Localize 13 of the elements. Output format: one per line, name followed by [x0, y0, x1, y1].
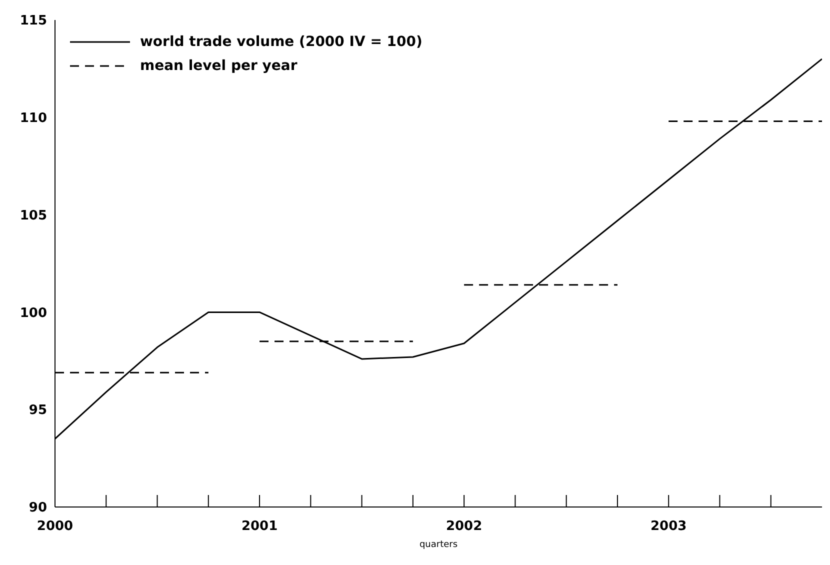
x-tick-label: 2001	[241, 519, 278, 534]
x-tick-label: 2000	[36, 519, 74, 534]
legend-label: mean level per year	[140, 58, 298, 74]
y-tick-label: 105	[20, 208, 47, 224]
y-tick-label: 100	[20, 306, 47, 321]
x-tick-label: 2002	[446, 519, 482, 534]
y-tick-label: 115	[20, 14, 47, 29]
x-tick-label: 2003	[650, 519, 687, 534]
y-tick-label: 110	[20, 111, 47, 126]
y-tick-label: 95	[28, 403, 47, 418]
x-axis-title: quarters	[419, 540, 458, 550]
y-tick-label: 90	[28, 500, 47, 516]
legend-label: world trade volume (2000 IV = 100)	[140, 34, 422, 50]
